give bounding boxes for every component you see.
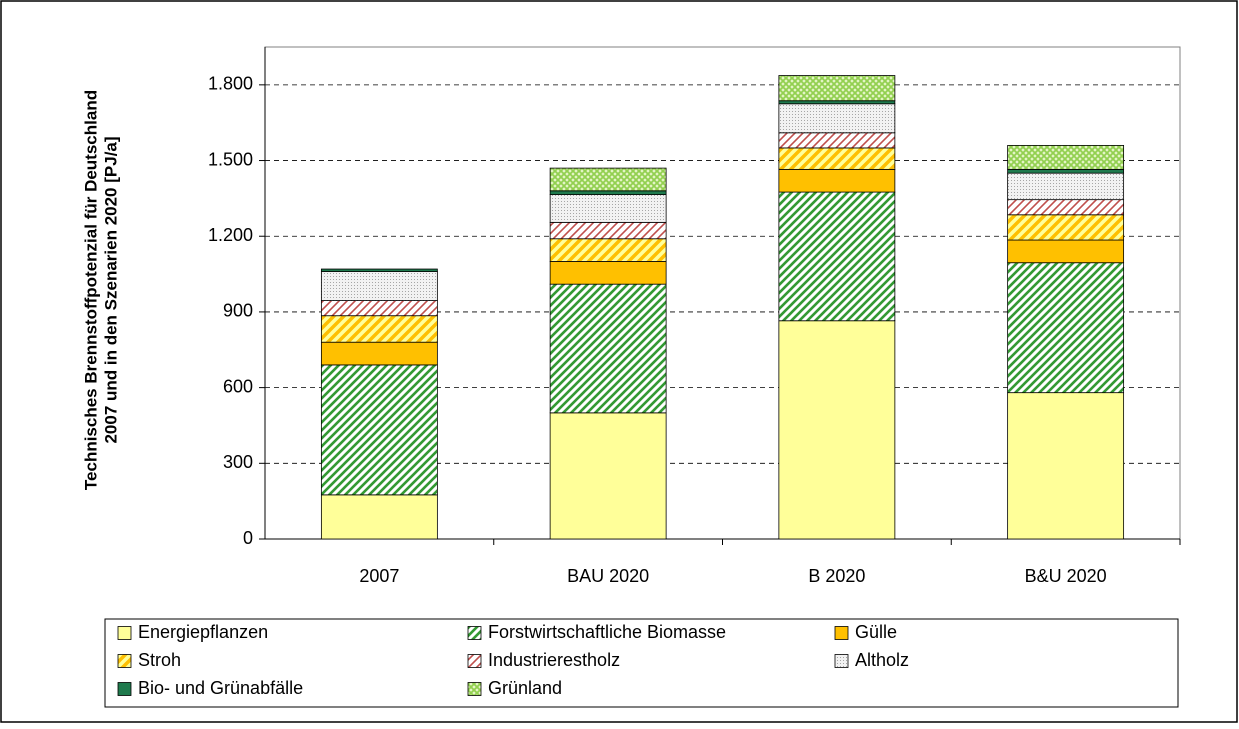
x-tick-label: BAU 2020 (567, 566, 649, 586)
legend-swatch (467, 682, 482, 696)
bar-segment (549, 283, 667, 414)
bar-segment (778, 75, 896, 102)
bar-segment (778, 132, 896, 149)
bar-segment (549, 261, 667, 285)
legend-label: Gülle (855, 622, 897, 642)
y-tick-label: 0 (243, 528, 253, 548)
bar-segment (1007, 168, 1125, 174)
bar-segment (778, 168, 896, 193)
bar-segment (1007, 392, 1125, 540)
legend-swatch (117, 626, 132, 640)
bar-segment (320, 315, 438, 343)
bar-segment (549, 194, 667, 223)
bar-segment (320, 271, 438, 301)
y-tick-label: 1.500 (208, 149, 253, 169)
x-tick-label: B 2020 (808, 566, 865, 586)
y-tick-label: 900 (223, 301, 253, 321)
bar-segment (1007, 199, 1125, 216)
bar-segment (320, 300, 438, 317)
y-axis-title: Technisches Brennstoffpotenzial für Deut… (81, 90, 120, 490)
bar-segment (1007, 214, 1125, 241)
bar-segment (778, 320, 896, 540)
bar-segment (1007, 172, 1125, 201)
legend-label: Grünland (488, 678, 562, 698)
y-tick-label: 1.200 (208, 225, 253, 245)
bar-segment (778, 191, 896, 322)
bar-segment (778, 100, 896, 105)
legend-swatch (467, 654, 482, 668)
bar-segment (778, 103, 896, 134)
legend-label: Forstwirtschaftliche Biomasse (488, 622, 726, 642)
legend-label: Energiepflanzen (138, 622, 268, 642)
y-tick-label: 300 (223, 452, 253, 472)
bar-segment (549, 221, 667, 240)
bar-segment (549, 412, 667, 540)
y-tick-label: 1.800 (208, 74, 253, 94)
bar-segment (320, 268, 438, 272)
bar-segment (778, 147, 896, 170)
legend-swatch (117, 682, 132, 696)
x-tick-label: B&U 2020 (1025, 566, 1107, 586)
y-axis-title-line: 2007 und in den Szenarien 2020 [PJ/a] (101, 136, 120, 443)
legend-label: Stroh (138, 650, 181, 670)
x-tick-label: 2007 (359, 566, 399, 586)
legend-label: Bio- und Grünabfälle (138, 678, 303, 698)
bar-segment (549, 238, 667, 262)
y-tick-label: 600 (223, 376, 253, 396)
bar-segment (320, 364, 438, 496)
legend-swatch (117, 654, 132, 668)
legend-swatch (834, 626, 849, 640)
legend-label: Industrierestholz (488, 650, 620, 670)
legend-swatch (834, 654, 849, 668)
legend-label: Altholz (855, 650, 909, 670)
bar-segment (1007, 262, 1125, 394)
legend-box (104, 618, 1179, 708)
bar-segment (549, 190, 667, 195)
bar-segment (1007, 239, 1125, 264)
bar-segment (320, 341, 438, 366)
y-axis-title-line: Technisches Brennstoffpotenzial für Deut… (81, 90, 100, 490)
bar-segment (320, 494, 438, 540)
legend-swatch (467, 626, 482, 640)
bar-segment (549, 167, 667, 192)
bar-segment (1007, 144, 1125, 170)
